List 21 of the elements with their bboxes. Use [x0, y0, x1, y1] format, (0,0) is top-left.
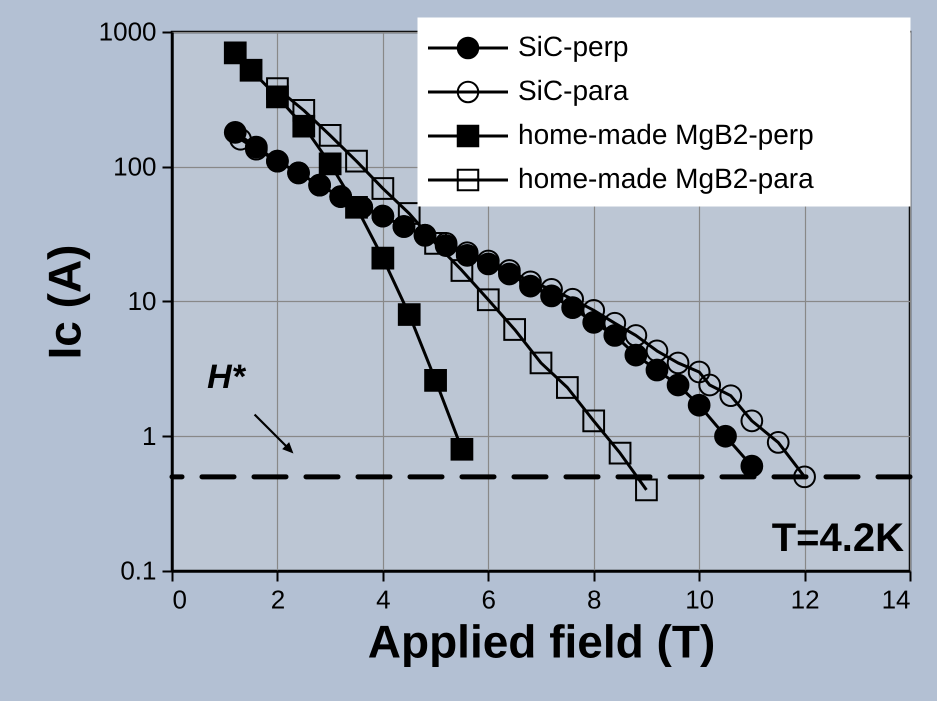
x-tick-label: 8	[586, 584, 602, 614]
x-tick-label: 2	[270, 584, 286, 614]
x-tick-label: 0	[172, 584, 187, 614]
legend-label: home-made MgB2-para	[518, 163, 814, 194]
x-tick-label: 10	[685, 584, 714, 614]
legend-label: SiC-para	[518, 75, 629, 106]
x-tick-label: 4	[376, 584, 391, 614]
y-axis-title: Ic (A)	[38, 244, 91, 360]
annotation: H*	[207, 358, 247, 396]
x-tick-label: 6	[482, 584, 496, 614]
y-tick-label: 1	[142, 420, 156, 451]
legend-label: home-made MgB2-perp	[518, 119, 814, 150]
x-tick-label: 12	[790, 584, 820, 614]
x-tick-label: 14	[882, 584, 910, 614]
y-tick-label: 100	[113, 151, 156, 182]
y-tick-label: 10	[128, 286, 156, 316]
y-tick-label: 1000	[98, 16, 156, 46]
legend-label: SiC-perp	[518, 31, 628, 62]
annotation: T=4.2K	[772, 516, 904, 560]
y-tick-label: 0.1	[120, 556, 156, 586]
x-axis-title: Applied field (T)	[368, 616, 716, 668]
